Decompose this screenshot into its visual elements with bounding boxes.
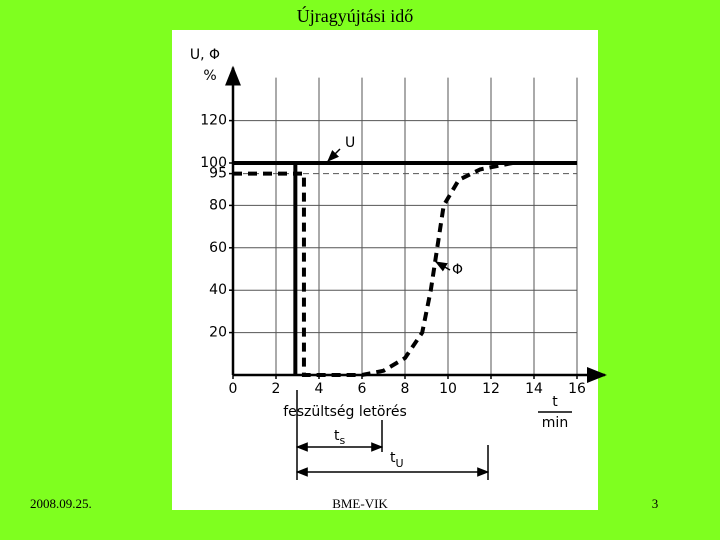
y-tick-label: 120 [200, 113, 227, 129]
series-label: Φ [452, 262, 463, 278]
x-tick-label: 6 [358, 381, 367, 397]
series-label: U [345, 135, 355, 151]
pointer [434, 261, 451, 272]
x-tick-label: 2 [272, 381, 281, 397]
x-tick-label: 16 [568, 381, 586, 397]
x-tick-label: 10 [439, 381, 457, 397]
x-axis-unit: min [542, 415, 568, 431]
pointer [327, 148, 341, 162]
y-tick-label: 80 [209, 197, 227, 213]
series-line [233, 161, 577, 377]
footer-page: 3 [652, 496, 659, 511]
y-axis-label: U, Φ [190, 47, 220, 63]
footer-date: 2008.09.25. [30, 496, 92, 511]
y-tick-label: 60 [209, 240, 227, 256]
footer-org: BME-VIK [332, 496, 388, 511]
x-tick-label: 0 [229, 381, 238, 397]
tu-label: tU [390, 450, 404, 470]
y-tick-label: 100 [200, 155, 227, 171]
slide-title: Újragyújtási idő [297, 5, 413, 26]
series-line [233, 161, 577, 375]
y-tick-label: 20 [209, 325, 227, 341]
x-tick-label: 14 [525, 381, 543, 397]
drop-label: feszültség letörés [283, 404, 407, 420]
ts-label: ts [334, 428, 346, 447]
chart-panel [172, 30, 598, 510]
x-axis-label: t [552, 394, 558, 410]
y-tick-label: 40 [209, 282, 227, 298]
y-axis-unit: % [203, 68, 216, 84]
x-tick-label: 4 [315, 381, 324, 397]
plot: U, Φ % t min feszültség letörés ts tU 0 2… [190, 47, 607, 480]
y-tick-label: 95 [209, 166, 227, 182]
x-tick-label: 12 [482, 381, 500, 397]
x-tick-label: 8 [401, 381, 410, 397]
